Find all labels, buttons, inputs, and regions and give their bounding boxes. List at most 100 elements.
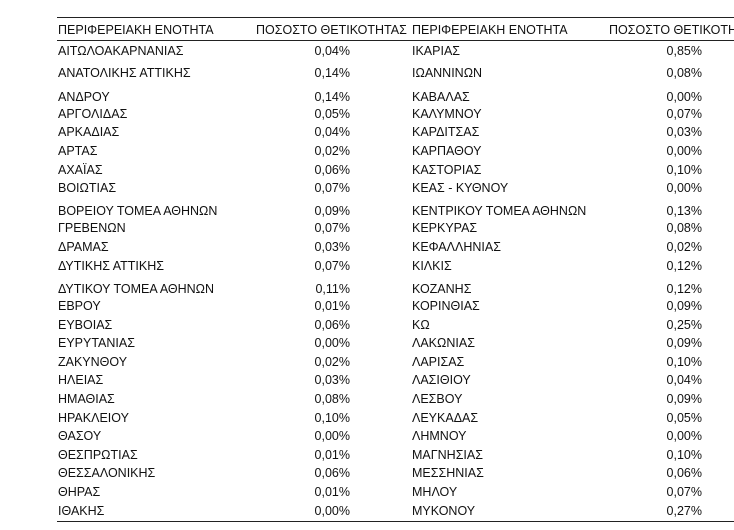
region-name: ΔΥΤΙΚΗΣ ΑΤΤΙΚΗΣ <box>58 259 164 273</box>
positivity-rate: 0,01% <box>314 299 350 313</box>
region-name: ΘΕΣΣΑΛΟΝΙΚΗΣ <box>58 466 156 480</box>
positivity-rate: 0,09% <box>666 299 702 313</box>
positivity-rate: 0,10% <box>666 163 702 177</box>
region-name: ΑΝΑΤΟΛΙΚΗΣ ΑΤΤΙΚΗΣ <box>58 66 191 80</box>
positivity-rate: 0,85% <box>666 44 702 58</box>
positivity-rate: 0,13% <box>666 204 702 218</box>
region-name: ΕΥΒΟΙΑΣ <box>58 318 113 332</box>
positivity-rate: 0,10% <box>666 448 702 462</box>
region-name: ΛΑΣΙΘΙΟΥ <box>412 373 471 387</box>
positivity-rate: 0,06% <box>666 466 702 480</box>
region-name: ΜΗΛΟΥ <box>412 485 458 499</box>
positivity-rate: 0,07% <box>314 181 350 195</box>
region-name: ΚΑΒΑΛΑΣ <box>412 90 470 104</box>
region-name: ΔΡΑΜΑΣ <box>58 240 109 254</box>
region-name: ΑΧΑΪΑΣ <box>58 163 103 177</box>
region-name: ΑΝΔΡΟΥ <box>58 90 110 104</box>
region-name: ΜΑΓΝΗΣΙΑΣ <box>412 448 483 462</box>
positivity-rate: 0,07% <box>314 221 350 235</box>
positivity-rate: 0,14% <box>314 90 350 104</box>
region-name: ΑΡΤΑΣ <box>58 144 98 158</box>
positivity-rate: 0,06% <box>314 318 350 332</box>
region-name: ΕΥΡΥΤΑΝΙΑΣ <box>58 336 135 350</box>
region-name: ΙΘΑΚΗΣ <box>58 504 105 518</box>
positivity-rate: 0,07% <box>314 259 350 273</box>
region-name: ΛΗΜΝΟΥ <box>412 429 467 443</box>
positivity-rate: 0,04% <box>314 125 350 139</box>
region-name: ΗΡΑΚΛΕΙΟΥ <box>58 411 129 425</box>
region-name: ΗΛΕΙΑΣ <box>58 373 104 387</box>
positivity-rate: 0,08% <box>314 392 350 406</box>
header-positivity: ΠΟΣΟΣΤΟ ΘΕΤΙΚΟΤΗΤΑΣ <box>609 23 734 37</box>
positivity-rate: 0,08% <box>666 66 702 80</box>
region-name: ΚΑΛΥΜΝΟΥ <box>412 107 482 121</box>
region-name: ΚΕΝΤΡΙΚΟΥ ΤΟΜΕΑ ΑΘΗΝΩΝ <box>412 204 587 218</box>
positivity-rate: 0,07% <box>666 485 702 499</box>
region-name: ΜΕΣΣΗΝΙΑΣ <box>412 466 484 480</box>
positivity-rate: 0,03% <box>666 125 702 139</box>
positivity-rate: 0,10% <box>314 411 350 425</box>
header-region: ΠΕΡΙΦΕΡΕΙΑΚΗ ΕΝΟΤΗΤΑ <box>58 23 214 37</box>
positivity-rate: 0,09% <box>314 204 350 218</box>
positivity-rate: 0,00% <box>666 429 702 443</box>
positivity-rate: 0,00% <box>666 90 702 104</box>
region-name: ΑΡΚΑΔΙΑΣ <box>58 125 120 139</box>
region-name: ΛΕΣΒΟΥ <box>412 392 463 406</box>
region-name: ΒΟΡΕΙΟΥ ΤΟΜΕΑ ΑΘΗΝΩΝ <box>58 204 218 218</box>
region-name: ΒΟΙΩΤΙΑΣ <box>58 181 117 195</box>
positivity-rate: 0,14% <box>314 66 350 80</box>
region-name: ΚΕΑΣ - ΚΥΘΝΟΥ <box>412 181 509 195</box>
region-name: ΚΩ <box>412 318 430 332</box>
positivity-rate: 0,07% <box>666 107 702 121</box>
positivity-rate: 0,00% <box>314 429 350 443</box>
positivity-rate: 0,10% <box>666 355 702 369</box>
bottom-rule <box>57 521 734 522</box>
region-name: ΖΑΚΥΝΘΟΥ <box>58 355 128 369</box>
region-name: ΚΙΛΚΙΣ <box>412 259 452 273</box>
positivity-rate: 0,00% <box>666 181 702 195</box>
region-name: ΜΥΚΟΝΟΥ <box>412 504 476 518</box>
positivity-rate: 0,27% <box>666 504 702 518</box>
region-name: ΕΒΡΟΥ <box>58 299 101 313</box>
region-name: ΓΡΕΒΕΝΩΝ <box>58 221 126 235</box>
positivity-rate: 0,02% <box>314 355 350 369</box>
positivity-rate: 0,01% <box>314 448 350 462</box>
region-name: ΚΕΡΚΥΡΑΣ <box>412 221 478 235</box>
region-name: ΛΑΡΙΣΑΣ <box>412 355 465 369</box>
region-name: ΘΗΡΑΣ <box>58 485 101 499</box>
positivity-rate: 0,05% <box>666 411 702 425</box>
positivity-rate: 0,02% <box>314 144 350 158</box>
positivity-rate: 0,00% <box>666 144 702 158</box>
region-name: ΛΕΥΚΑΔΑΣ <box>412 411 479 425</box>
positivity-rate: 0,12% <box>666 259 702 273</box>
header-positivity: ΠΟΣΟΣΤΟ ΘΕΤΙΚΟΤΗΤΑΣ <box>256 23 407 37</box>
region-name: ΚΕΦΑΛΛΗΝΙΑΣ <box>412 240 501 254</box>
region-name: ΚΟΡΙΝΘΙΑΣ <box>412 299 480 313</box>
region-name: ΛΑΚΩΝΙΑΣ <box>412 336 475 350</box>
region-name: ΗΜΑΘΙΑΣ <box>58 392 115 406</box>
positivity-rate: 0,03% <box>314 240 350 254</box>
positivity-rate: 0,12% <box>666 282 702 296</box>
positivity-rate: 0,00% <box>314 504 350 518</box>
positivity-rate: 0,05% <box>314 107 350 121</box>
region-name: ΚΑΡΔΙΤΣΑΣ <box>412 125 480 139</box>
region-name: ΙΩΑΝΝΙΝΩΝ <box>412 66 483 80</box>
region-name: ΑΙΤΩΛΟΑΚΑΡΝΑΝΙΑΣ <box>58 44 184 58</box>
top-rule <box>57 17 734 18</box>
header-rule <box>57 40 734 41</box>
positivity-rate: 0,25% <box>666 318 702 332</box>
positivity-rate: 0,08% <box>666 221 702 235</box>
positivity-rate: 0,04% <box>666 373 702 387</box>
positivity-rate: 0,06% <box>314 163 350 177</box>
region-name: ΚΑΣΤΟΡΙΑΣ <box>412 163 482 177</box>
region-name: ΙΚΑΡΙΑΣ <box>412 44 461 58</box>
positivity-rate: 0,03% <box>314 373 350 387</box>
region-name: ΔΥΤΙΚΟΥ ΤΟΜΕΑ ΑΘΗΝΩΝ <box>58 282 215 296</box>
positivity-rate: 0,06% <box>314 466 350 480</box>
region-name: ΘΑΣΟΥ <box>58 429 102 443</box>
positivity-rate: 0,02% <box>666 240 702 254</box>
header-region: ΠΕΡΙΦΕΡΕΙΑΚΗ ΕΝΟΤΗΤΑ <box>412 23 568 37</box>
region-name: ΚΑΡΠΑΘΟΥ <box>412 144 482 158</box>
positivity-rate: 0,11% <box>315 282 350 296</box>
